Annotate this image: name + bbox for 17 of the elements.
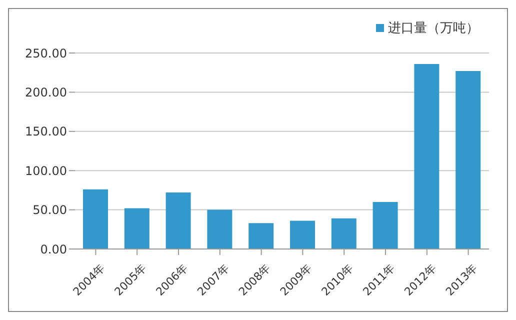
bar: [414, 64, 440, 249]
bar: [331, 218, 356, 249]
bar: [124, 208, 150, 249]
bar: [83, 189, 108, 249]
bar: [372, 202, 398, 249]
bar: [456, 71, 481, 249]
bar: [290, 220, 315, 249]
y-tick-label: 200.00: [25, 85, 67, 100]
y-tick-label: 50.00: [32, 203, 67, 218]
y-tick-label: 100.00: [25, 164, 67, 178]
bar: [166, 192, 191, 249]
bar: [248, 223, 274, 249]
y-tick-label: 250.00: [25, 46, 67, 60]
legend-label: 进口量（万吨）: [388, 21, 479, 36]
bar: [207, 210, 232, 249]
y-tick-label: 0.00: [40, 242, 67, 256]
y-tick-label: 150.00: [25, 124, 67, 139]
